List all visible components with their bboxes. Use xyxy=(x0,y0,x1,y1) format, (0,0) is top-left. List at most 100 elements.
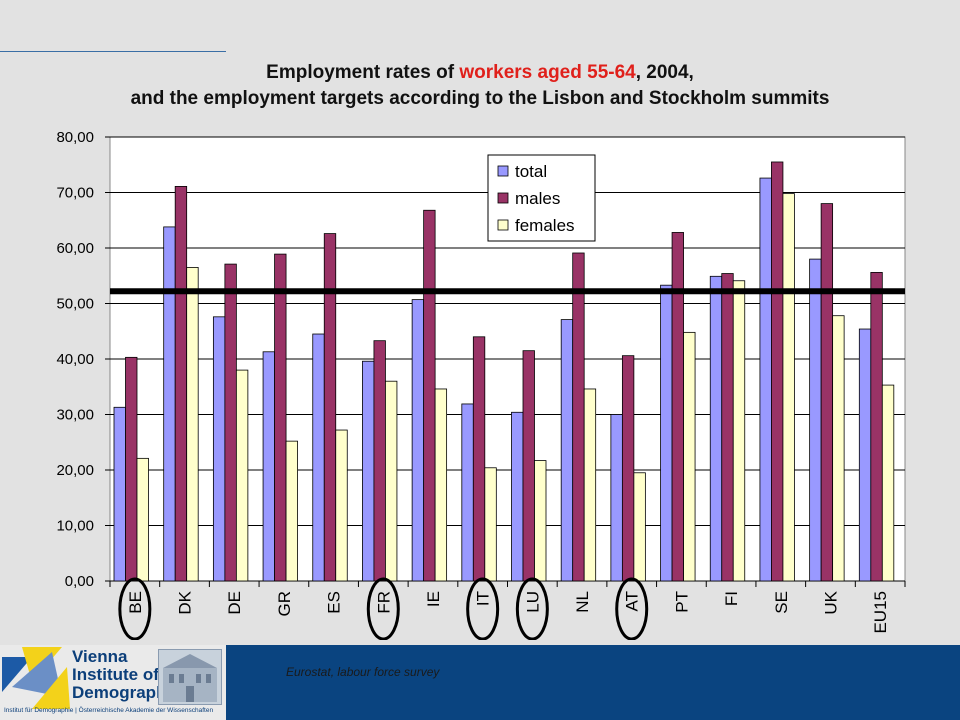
category-label-FR: FR xyxy=(374,591,393,614)
y-tick-label: 30,00 xyxy=(56,407,94,424)
category-label-FI: FI xyxy=(722,591,741,606)
y-tick-label: 10,00 xyxy=(56,518,94,535)
title-highlight: workers aged 55-64 xyxy=(459,62,636,83)
category-label-LU: LU xyxy=(523,591,542,613)
category-label-ES: ES xyxy=(325,591,344,614)
bar-males-DK xyxy=(174,185,188,582)
bar-males-SE xyxy=(771,161,784,582)
bar-females-EU15 xyxy=(881,384,895,582)
chart-title: Employment rates of workers aged 55-64, … xyxy=(0,60,960,112)
bar-total-DK xyxy=(163,226,176,582)
logo-subtitle: Institut für Demographie | Österreichisc… xyxy=(4,707,214,714)
bar-males-FR xyxy=(373,340,386,582)
bar-males-GR xyxy=(274,253,287,582)
title-line-1: Employment rates of workers aged 55-64, … xyxy=(0,60,960,86)
logo-mark-icon xyxy=(2,647,70,709)
bar-females-UK xyxy=(832,315,845,582)
circle-marker-IT xyxy=(466,577,500,640)
bar-females-FR xyxy=(385,380,398,582)
circle-marker-BE xyxy=(118,577,152,640)
legend-label-females: females xyxy=(515,216,575,235)
category-label-DE: DE xyxy=(225,591,244,615)
logo-line-3: Demography xyxy=(72,683,176,702)
bar-males-IE xyxy=(423,209,436,582)
bar-males-PT xyxy=(671,232,684,582)
legend-swatch-total xyxy=(497,165,509,177)
bar-total-FR xyxy=(362,360,375,582)
bar-females-ES xyxy=(335,429,348,582)
bar-total-PT xyxy=(660,284,673,582)
category-label-DK: DK xyxy=(176,590,195,614)
category-label-AT: AT xyxy=(623,591,642,611)
bar-males-DE xyxy=(224,263,237,582)
bar-males-NL xyxy=(572,252,585,582)
bar-total-DE xyxy=(212,316,226,582)
title-line-2: and the employment targets according to … xyxy=(130,88,830,109)
bar-males-ES xyxy=(323,233,337,582)
bar-total-FI xyxy=(709,275,723,582)
category-label-PT: PT xyxy=(672,591,691,613)
category-label-IT: IT xyxy=(474,591,493,606)
title-pre: Employment rates of xyxy=(266,62,460,83)
category-label-EU15: EU15 xyxy=(871,591,890,634)
bar-females-DE xyxy=(235,369,249,582)
bar-total-GR xyxy=(262,351,275,582)
category-label-GR: GR xyxy=(275,591,294,617)
bar-females-FI xyxy=(732,280,746,582)
y-tick-label: 40,00 xyxy=(56,351,94,368)
bar-total-BE xyxy=(113,406,126,582)
bar-chart: 0,00 10,00 20,00 30,00 40,00 50,00 60,00 70,00 8… xyxy=(56,129,906,640)
bar-females-PT xyxy=(683,331,696,582)
bar-total-SE xyxy=(759,177,772,582)
category-label-IE: IE xyxy=(424,591,443,607)
bar-total-IT xyxy=(461,403,474,582)
circle-marker-LU xyxy=(515,577,549,640)
category-label-NL: NL xyxy=(573,591,592,613)
category-label-BE: BE xyxy=(126,591,145,614)
bar-males-UK xyxy=(820,203,834,582)
bar-females-NL xyxy=(583,388,597,582)
bar-females-LU xyxy=(534,460,547,582)
bar-females-DK xyxy=(186,267,199,582)
bar-males-LU xyxy=(522,350,535,582)
building-icon xyxy=(163,654,217,702)
bar-total-AT xyxy=(610,414,623,582)
bar-males-BE xyxy=(125,356,138,582)
bar-females-GR xyxy=(285,440,298,582)
legend-label-males: males xyxy=(515,189,560,208)
bar-males-EU15 xyxy=(870,272,883,582)
bar-total-LU xyxy=(511,411,524,582)
circle-marker-FR xyxy=(366,577,400,640)
bar-females-IT xyxy=(484,467,497,582)
legend-label-total: total xyxy=(515,162,547,181)
logo-line-2: Institute of xyxy=(72,665,159,684)
bar-females-SE xyxy=(782,193,795,582)
bar-males-IT xyxy=(472,336,486,582)
building-image xyxy=(158,649,222,705)
bar-females-AT xyxy=(633,472,646,582)
bar-total-IE xyxy=(411,299,425,582)
category-label-SE: SE xyxy=(772,591,791,614)
y-tick-label: 80,00 xyxy=(56,129,94,146)
bar-males-FI xyxy=(721,273,734,582)
logo-line-1: Vienna xyxy=(72,647,128,666)
circle-marker-AT xyxy=(615,577,649,640)
bar-total-ES xyxy=(312,333,325,582)
logo-text: Vienna Institute of Demography xyxy=(72,648,176,702)
top-rule xyxy=(0,51,226,52)
y-tick-label: 60,00 xyxy=(56,240,94,257)
legend-swatch-males xyxy=(497,192,509,204)
bar-males-AT xyxy=(621,355,635,582)
y-tick-label: 70,00 xyxy=(56,185,94,202)
bar-total-EU15 xyxy=(858,328,872,582)
bar-females-IE xyxy=(434,388,448,582)
legend-swatch-females xyxy=(497,219,509,231)
title-post: , 2004, xyxy=(635,62,694,83)
y-tick-label: 50,00 xyxy=(56,296,94,313)
y-tick-label: 20,00 xyxy=(56,462,94,479)
source-note: Eurostat, labour force survey xyxy=(286,665,440,679)
bar-total-NL xyxy=(560,319,574,582)
bar-total-UK xyxy=(809,258,822,582)
y-tick-label: 0,00 xyxy=(65,573,94,590)
bar-females-BE xyxy=(136,457,149,582)
